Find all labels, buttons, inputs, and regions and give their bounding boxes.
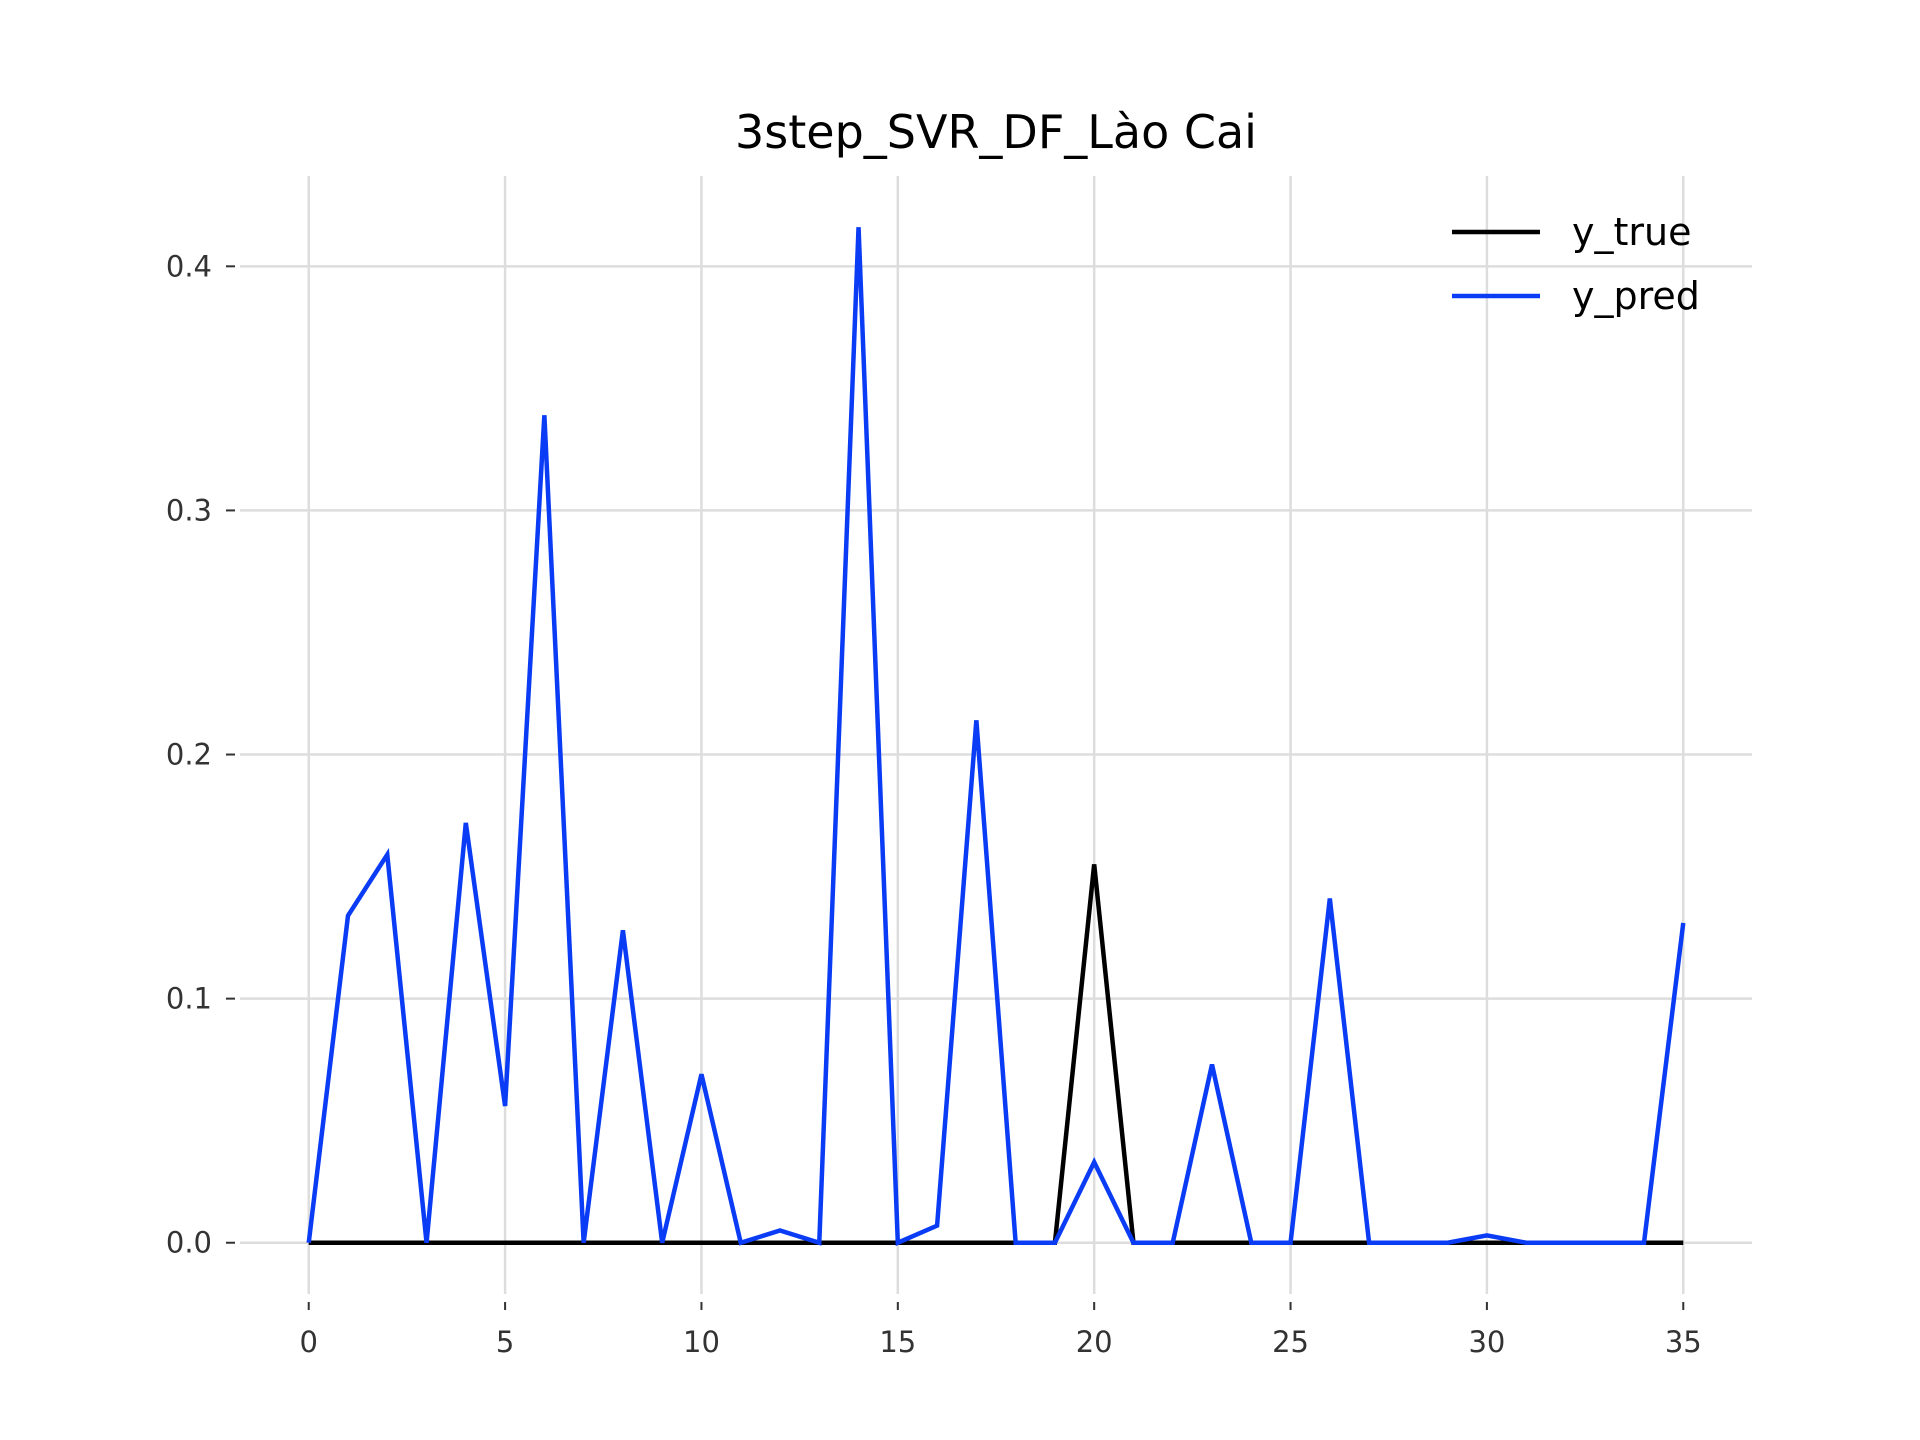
y-tick-label: 0.4 bbox=[166, 249, 212, 283]
x-tick-label: 20 bbox=[1076, 1325, 1113, 1359]
y-tick-label: 0.3 bbox=[166, 493, 212, 527]
y-tick-label: 0.1 bbox=[166, 982, 212, 1016]
x-tick-label: 5 bbox=[496, 1325, 514, 1359]
legend-label: y_true bbox=[1572, 210, 1691, 254]
y-tick-label: 0.2 bbox=[166, 738, 212, 772]
y-axis: 0.0 0.1 0.2 0.3 0.4 bbox=[166, 249, 235, 1260]
x-tick-label: 15 bbox=[879, 1325, 916, 1359]
y-tick-label: 0.0 bbox=[166, 1226, 212, 1260]
x-tick-label: 10 bbox=[683, 1325, 720, 1359]
grid-lines bbox=[240, 176, 1752, 1294]
x-tick-label: 35 bbox=[1665, 1325, 1702, 1359]
legend: y_true y_pred bbox=[1452, 210, 1700, 318]
x-tick-label: 25 bbox=[1272, 1325, 1309, 1359]
plot-series bbox=[306, 227, 1686, 1247]
legend-label: y_pred bbox=[1572, 274, 1700, 318]
chart-title: 3step_SVR_DF_Lào Cai bbox=[735, 105, 1257, 159]
x-tick-label: 30 bbox=[1468, 1325, 1505, 1359]
series-line-y-pred bbox=[306, 227, 1686, 1247]
x-tick-label: 0 bbox=[300, 1325, 318, 1359]
x-axis: 0 5 10 15 20 25 30 35 bbox=[300, 1302, 1702, 1359]
